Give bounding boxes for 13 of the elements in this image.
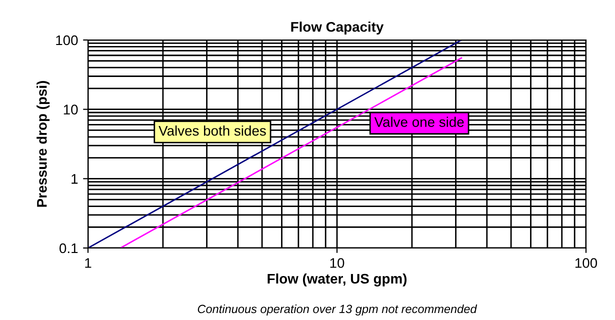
chart-title: Flow Capacity [291,22,384,35]
y-tick-label: 100 [56,35,78,46]
x-tick-label: 100 [575,258,598,268]
y-tick-label: 0.1 [60,243,78,254]
x-axis-title: Flow (water, US gpm) [268,273,407,286]
x-tick-label: 10 [330,258,344,268]
text: Continuous operation over 13 gpm not recommended [198,304,478,316]
x-tick-label: 1 [85,258,92,268]
y-tick-label: 1 [72,174,78,184]
series-label: Valve one side [374,116,464,127]
y-tick-label: 10 [64,104,78,115]
series-label: Valves both sides [158,125,266,136]
y-axis-title: Pressure drop (psi) [36,81,50,207]
